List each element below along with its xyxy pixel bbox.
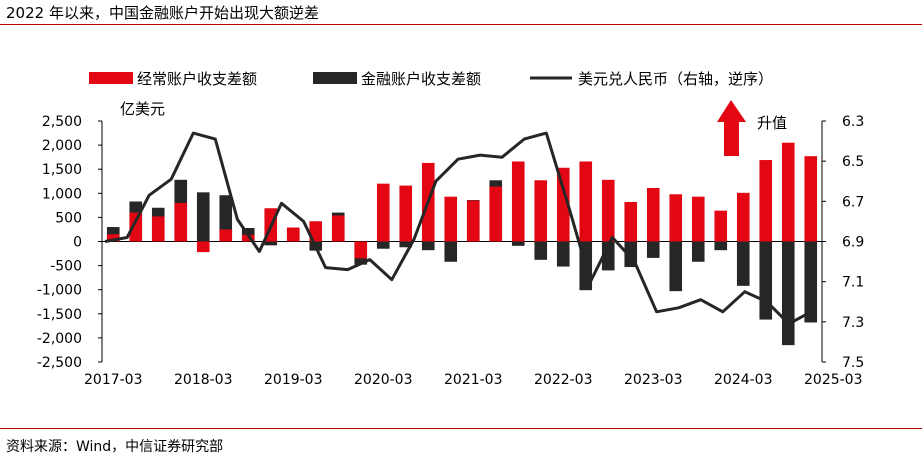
left-tick-label: -1,000 <box>37 283 82 299</box>
appreciation-label: 升值 <box>757 114 787 132</box>
current-account-bar <box>736 192 750 242</box>
legend-label-financial: 金融账户收支差额 <box>361 70 481 88</box>
x-tick-label: 2025-03 <box>804 372 863 388</box>
legend: 经常账户收支差额 金融账户收支差额 美元兑人民币（右轴，逆序） <box>89 70 773 88</box>
current-account-bar <box>129 212 143 242</box>
financial-account-bar <box>736 241 750 286</box>
legend-swatch-current <box>89 72 133 84</box>
left-tick-label: 0 <box>73 235 82 251</box>
current-account-bar <box>309 221 323 242</box>
source-note: 资料来源：Wind，中信证券研究部 <box>6 439 224 455</box>
right-tick-label: 7.5 <box>842 355 864 371</box>
axes: 2,500 2,000 1,500 1,000 500 0 -500 -1,000 -1,500… <box>37 100 864 388</box>
current-account-bar <box>601 179 615 242</box>
financial-account-bar <box>781 241 795 346</box>
right-tick-label: 6.3 <box>842 114 864 130</box>
financial-account-bar <box>646 241 660 258</box>
financial-account-bar <box>264 241 278 246</box>
financial-account-bar <box>556 241 570 267</box>
line-series <box>104 131 812 326</box>
financial-account-bar <box>669 241 683 292</box>
financial-account-bar <box>691 241 705 262</box>
x-tick-label: 2018-03 <box>174 372 233 388</box>
bottom-rule <box>0 428 922 429</box>
current-account-bar <box>444 196 458 242</box>
current-account-bar <box>804 156 818 242</box>
legend-label-current: 经常账户收支差额 <box>137 70 257 88</box>
appreciation-arrow-shaft <box>724 120 739 156</box>
current-account-bar <box>511 161 525 242</box>
left-tick-label: 2,000 <box>42 138 82 154</box>
current-account-bar <box>714 210 728 242</box>
x-tick-label: 2022-03 <box>534 372 593 388</box>
current-account-bar <box>106 234 120 242</box>
left-axis-unit: 亿美元 <box>120 100 165 118</box>
current-account-bar <box>219 229 233 242</box>
current-account-bar <box>354 241 368 259</box>
current-account-bar <box>376 183 390 242</box>
current-account-bar <box>331 215 345 242</box>
financial-account-bar <box>511 241 525 246</box>
appreciation-arrow-head <box>717 100 746 122</box>
financial-account-bar <box>601 241 615 271</box>
current-account-bar <box>399 185 413 242</box>
right-tick-label: 7.3 <box>842 315 864 331</box>
financial-account-bar <box>759 241 773 320</box>
annotations: 升值 <box>717 100 787 156</box>
x-tick-label: 2024-03 <box>714 372 773 388</box>
current-account-bar <box>534 180 548 242</box>
right-tick-label: 6.9 <box>842 235 864 251</box>
left-tick-label: 1,500 <box>42 162 82 178</box>
current-account-bar <box>691 196 705 242</box>
right-tick-label: 6.7 <box>842 194 864 210</box>
financial-account-bar <box>444 241 458 262</box>
right-tick-label: 6.5 <box>842 154 864 170</box>
current-account-bar <box>196 241 210 253</box>
left-tick-label: -1,500 <box>37 307 82 323</box>
current-account-bar <box>669 194 683 242</box>
current-account-bar <box>174 202 188 242</box>
left-tick-label: 2,500 <box>42 114 82 130</box>
current-account-bar <box>151 216 165 242</box>
chart-title: 2022 年以来，中国金融账户开始出现大额逆差 <box>6 4 319 22</box>
current-account-bar <box>781 142 795 242</box>
left-tick-label: 500 <box>55 210 82 226</box>
current-account-bar <box>646 187 660 242</box>
financial-account-bar <box>399 241 413 248</box>
top-rule <box>0 24 922 25</box>
current-account-bar <box>286 227 300 242</box>
financial-account-bar <box>714 241 728 251</box>
current-account-bar <box>759 160 773 242</box>
x-tick-label: 2019-03 <box>264 372 323 388</box>
x-tick-label: 2020-03 <box>354 372 413 388</box>
financial-account-bar <box>196 192 210 242</box>
legend-label-fx: 美元兑人民币（右轴，逆序） <box>578 70 773 88</box>
x-tick-label: 2017-03 <box>84 372 143 388</box>
usd-cny-line <box>104 131 812 326</box>
financial-account-bar <box>376 241 390 249</box>
bar-series <box>106 142 818 346</box>
current-account-bar <box>241 234 255 242</box>
right-tick-label: 7.1 <box>842 275 864 291</box>
x-tick-label: 2021-03 <box>444 372 503 388</box>
left-tick-label: -2,000 <box>37 331 82 347</box>
current-account-bar <box>624 201 638 242</box>
current-account-bar <box>579 161 593 242</box>
legend-swatch-financial <box>313 72 357 84</box>
left-tick-label: -2,500 <box>37 355 82 371</box>
current-account-bar <box>466 200 480 242</box>
x-tick-label: 2023-03 <box>624 372 683 388</box>
current-account-bar <box>556 167 570 242</box>
current-account-bar <box>489 186 503 242</box>
left-tick-label: 1,000 <box>42 186 82 202</box>
financial-account-bar <box>421 241 435 251</box>
financial-account-bar <box>804 241 818 323</box>
left-tick-label: -500 <box>50 259 82 275</box>
financial-account-bar <box>534 241 548 260</box>
chart-area: 经常账户收支差额 金融账户收支差额 美元兑人民币（右轴，逆序） 2,500 2,000… <box>37 70 864 388</box>
